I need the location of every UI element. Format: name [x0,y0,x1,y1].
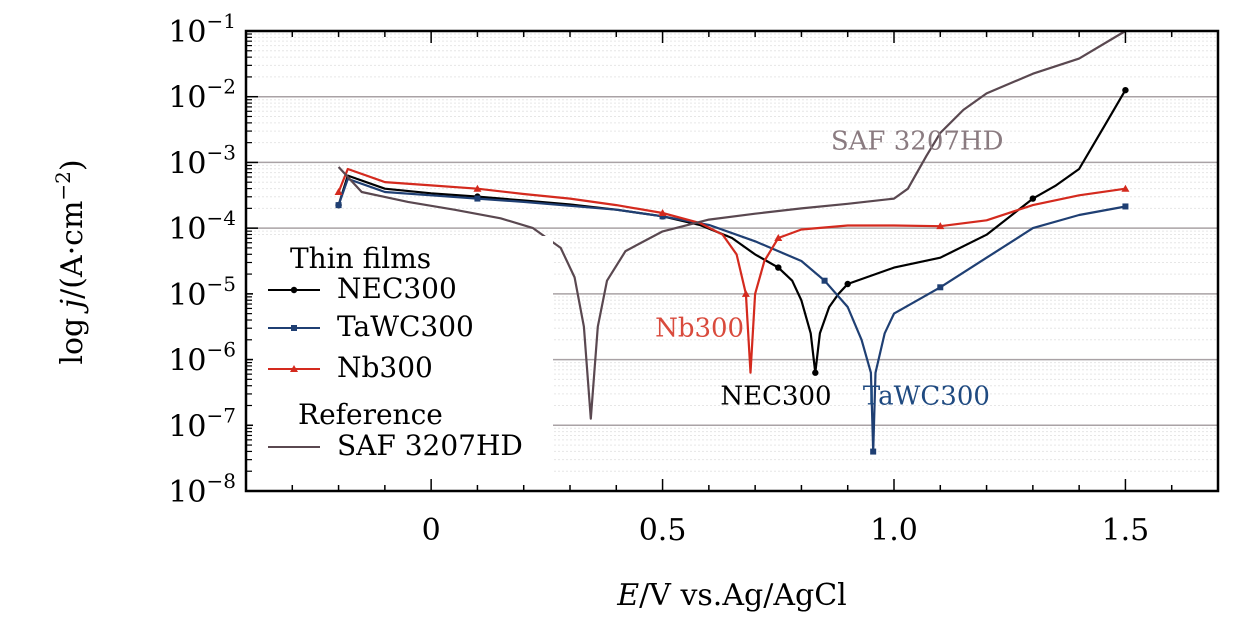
data-marker [774,234,783,241]
x-tick-label: 1.5 [1102,513,1150,548]
series-group [334,30,1130,455]
x-tick-label: 0 [422,513,441,548]
annotation-label: Nb300 [655,314,744,344]
data-marker [474,195,481,202]
y-tick-label: 10−7 [168,403,236,444]
legend-header-thin-films: Thin films [290,242,431,275]
data-marker [659,213,666,220]
data-marker [335,202,342,209]
y-axis-ticks: 10−1 10−2 10−3 10−4 10−5 10−6 10−7 10−8 [168,9,258,510]
legend-box [253,236,553,476]
legend-entry: SAF 3207HD [268,429,523,462]
series-nb300 [334,167,1130,374]
data-marker [937,284,944,291]
x-axis-title: E/V vs.Ag/AgCl [616,578,847,613]
series-line [337,89,1127,374]
y-tick-label: 10−6 [168,338,236,379]
data-marker [1029,195,1037,202]
data-marker [290,286,298,294]
y-axis-title: log j/(A·cm−2) [51,159,90,364]
legend-entry: NEC300 [268,272,457,305]
legend: Thin films Reference NEC300 TaWC300 Nb300 S… [253,236,553,476]
y-tick-label: 10−8 [168,469,236,510]
y-tick-label: 10−4 [168,206,236,247]
data-marker [290,365,298,372]
legend-label: SAF 3207HD [337,429,523,462]
series-tawc300 [335,177,1129,455]
x-tick-label: 0.5 [639,513,687,548]
series-saf-3207hd [337,30,1126,420]
y-tick-label: 10−3 [168,140,236,181]
annotation-label: SAF 3207HD [831,126,1004,156]
annotation-label: TaWC300 [863,381,990,411]
data-marker [1121,184,1130,192]
y-tick-label: 10−1 [168,9,236,50]
data-marker [741,289,750,297]
legend-entry: Nb300 [268,351,433,384]
plot-frame [244,29,1220,493]
legend-label: TaWC300 [337,310,474,343]
legend-header-reference: Reference [298,398,443,431]
data-marker [812,369,819,376]
annotations: SAF 3207HD Nb300 NEC300 TaWC300 [655,126,1003,411]
data-marker [844,280,851,288]
data-marker [821,277,828,284]
legend-label: Nb300 [337,351,433,384]
data-marker [936,222,945,230]
legend-label: NEC300 [337,272,457,305]
y-tick-label: 10−5 [168,272,236,313]
x-axis-ticks: 0 0.5 1.0 1.5 [291,31,1173,548]
x-tick-label: 1.0 [870,513,918,548]
legend-entry: TaWC300 [268,310,474,343]
data-marker [658,209,667,217]
data-marker [334,188,343,195]
data-marker [291,325,297,331]
annotation-label: NEC300 [720,381,831,411]
data-marker [1122,203,1129,210]
data-marker [870,448,877,455]
data-marker [473,184,482,192]
y-tick-label: 10−2 [168,75,236,116]
data-marker [1122,86,1129,94]
series-line [337,30,1126,420]
data-marker [775,264,782,271]
